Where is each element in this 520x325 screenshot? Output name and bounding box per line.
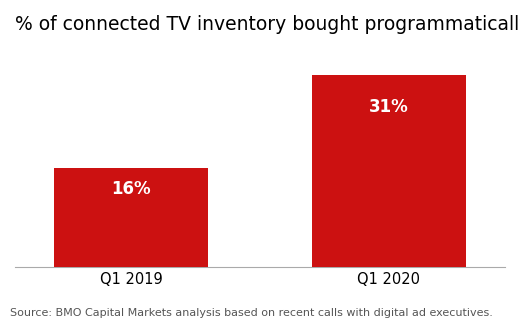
Bar <box>311 75 466 267</box>
Text: 31%: 31% <box>369 98 409 116</box>
Text: Source: BMO Capital Markets analysis based on recent calls with digital ad execu: Source: BMO Capital Markets analysis bas… <box>10 308 493 318</box>
Text: % of connected TV inventory bought programmatically: % of connected TV inventory bought progr… <box>15 15 520 34</box>
Text: 16%: 16% <box>111 180 151 198</box>
Bar <box>54 168 209 267</box>
